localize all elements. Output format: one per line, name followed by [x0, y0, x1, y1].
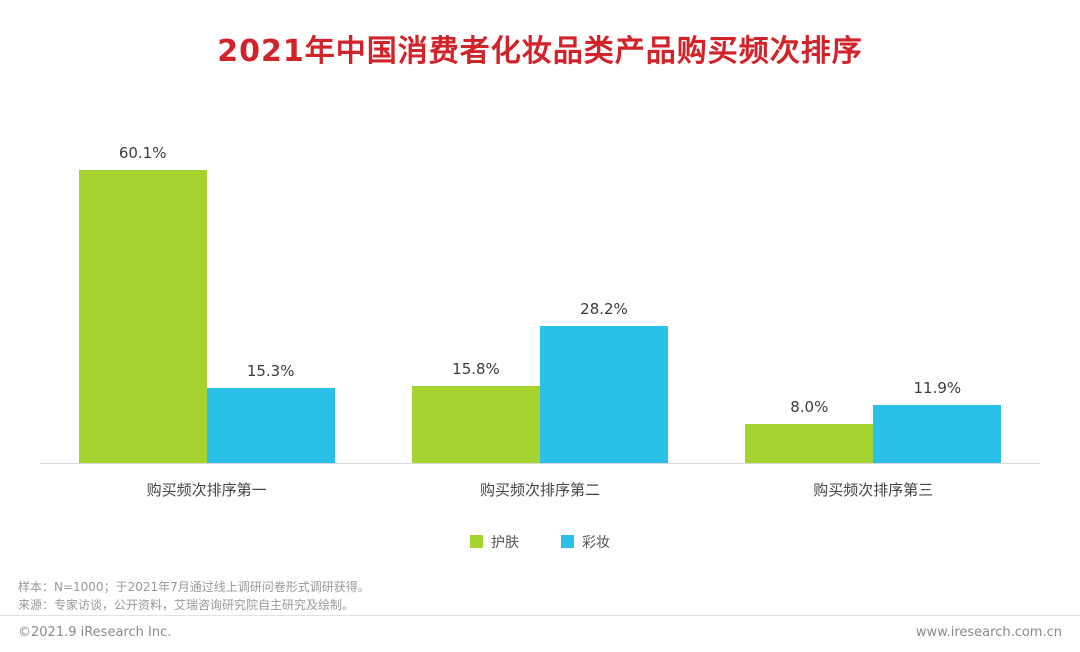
bar-value-label: 8.0% [790, 397, 829, 416]
bar-value-label: 60.1% [118, 143, 167, 162]
footer-bar: ©2021.9 iResearch Inc. www.iresearch.com… [0, 615, 1080, 652]
footnote-sample: 样本：N=1000；于2021年7月通过线上调研问卷形式调研获得。 [18, 579, 370, 594]
category-label-1: 购买频次排序第一 [146, 480, 267, 499]
category-label-2: 购买频次排序第二 [479, 480, 600, 499]
legend-swatch-icon [470, 535, 483, 549]
bar-group-1: 60.1% 15.3% [78, 144, 335, 463]
bar-series2-cat1: 15.3% [206, 362, 335, 463]
chart-title: 2021年中国消费者化妆品类产品购买频次排序 [217, 34, 863, 69]
bar-value-label: 11.9% [913, 378, 962, 397]
website-url: www.iresearch.com.cn [915, 625, 1062, 640]
bar-group-3: 8.0% 11.9% [745, 379, 1002, 463]
category-axis: 购买频次排序第一 购买频次排序第二 购买频次排序第三 [40, 464, 1040, 500]
copyright-text: ©2021.9 iResearch Inc. [18, 625, 172, 640]
footnote-source: 来源：专家访谈，公开资料，艾瑞咨询研究院自主研究及绘制。 [18, 598, 355, 613]
legend-item-1: 护肤 [470, 532, 519, 552]
legend-label: 彩妆 [582, 534, 610, 551]
category-label-3: 购买频次排序第三 [813, 480, 934, 499]
footnotes: 样本：N=1000；于2021年7月通过线上调研问卷形式调研获得。 来源：专家访… [18, 578, 1080, 615]
legend: 护肤 彩妆 [0, 532, 1080, 552]
legend-label: 护肤 [491, 534, 519, 551]
bar-value-label: 15.3% [246, 361, 295, 380]
bar-group-2: 15.8% 28.2% [411, 300, 668, 463]
bar-series2-cat2: 28.2% [539, 300, 668, 463]
bar-series1-cat1: 60.1% [78, 144, 207, 463]
bar-series2-cat3: 11.9% [873, 379, 1002, 463]
bar-series1-cat3: 8.0% [745, 398, 874, 463]
bar-series1-cat2: 15.8% [411, 360, 540, 463]
chart: 60.1% 15.3% 15.8% 28.2% 8.0% 11.9% [40, 142, 1040, 464]
legend-swatch-icon [561, 535, 574, 549]
bar-value-label: 28.2% [580, 299, 628, 318]
bar-value-label: 15.8% [452, 359, 500, 378]
legend-item-2: 彩妆 [561, 532, 610, 552]
